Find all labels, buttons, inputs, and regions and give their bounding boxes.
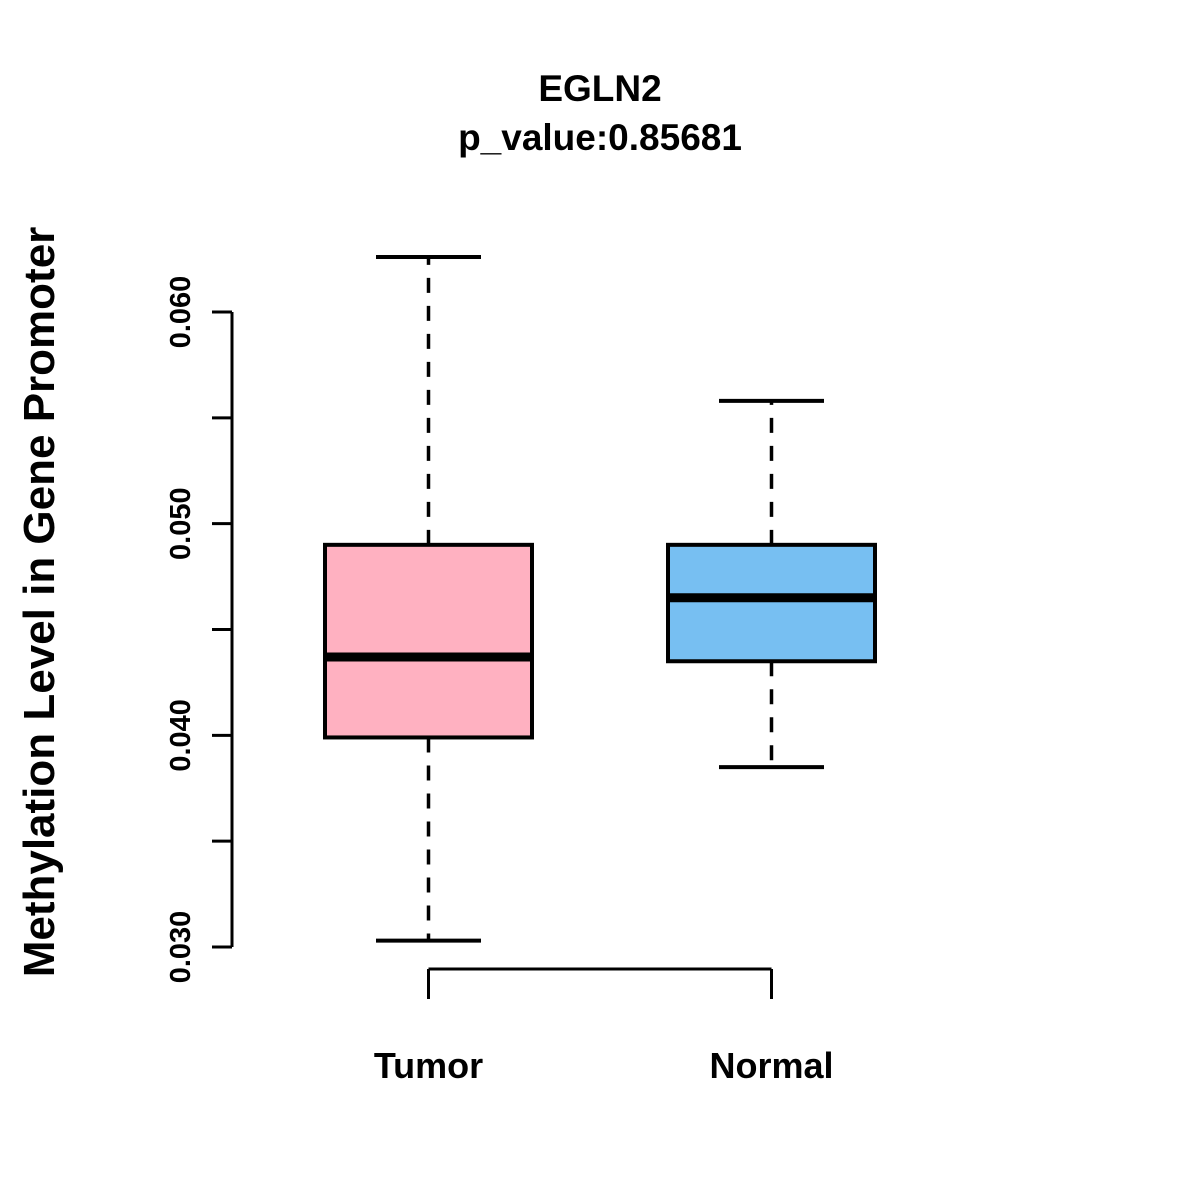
x-category-label-tumor: Tumor (374, 1045, 483, 1086)
y-axis-tick-label-0.060: 0.060 (165, 276, 197, 349)
chart-title: EGLN2 (538, 68, 662, 109)
y-axis-tick-label-0.040: 0.040 (165, 699, 197, 772)
box-tumor (323, 542, 534, 740)
x-category-label-normal: Normal (709, 1045, 833, 1086)
y-axis-tick-label-0.050: 0.050 (165, 487, 197, 560)
chart-subtitle-pvalue: p_value:0.85681 (458, 117, 742, 158)
box-normal (666, 542, 877, 664)
y-axis-tick-label-0.030: 0.030 (165, 911, 197, 984)
